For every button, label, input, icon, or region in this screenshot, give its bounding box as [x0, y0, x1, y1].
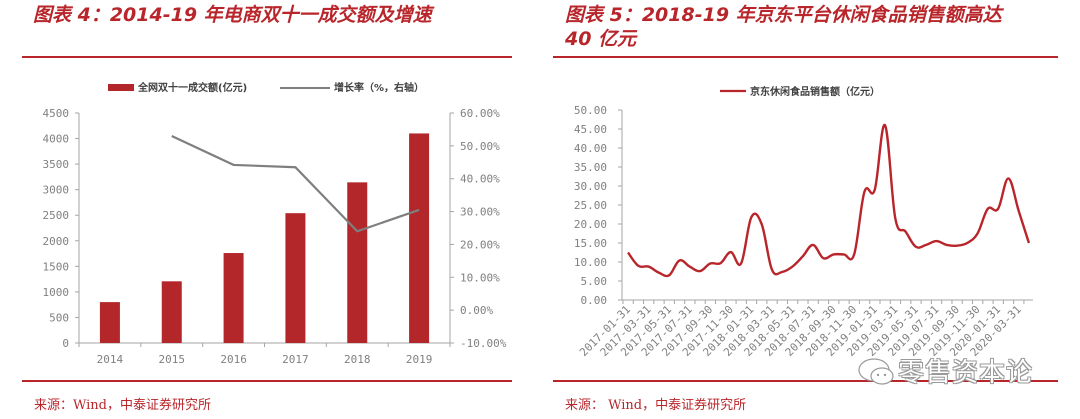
x-tick-label: 2014: [97, 353, 124, 366]
left-chart: 全网双十一成交额(亿元) 增长率（%，右轴） 0 500 1000 1500 2000 250…: [43, 81, 507, 366]
bar-2016: [223, 253, 244, 343]
right-chart-y-tick-label: 10.00: [574, 256, 607, 269]
right-y-tick-label: -10.00%: [460, 337, 507, 350]
watermark-text: 零售资本论: [898, 358, 1034, 388]
right-y-tick-label: 40.00%: [460, 173, 500, 186]
bar-2019: [409, 133, 430, 343]
left-y-tick-label: 4500: [43, 107, 70, 120]
legend-label-bar: 全网双十一成交额(亿元): [137, 81, 247, 94]
right-y-tick-label: 50.00%: [460, 140, 500, 153]
right-chart-y-tick-label: 5.00: [581, 275, 608, 288]
legend-label-line: 京东休闲食品销售额（亿元）: [750, 85, 880, 98]
bar-2017: [285, 213, 306, 343]
right-chart-y-tick-label: 25.00: [574, 199, 607, 212]
left-y-tick-label: 0: [62, 337, 69, 350]
bar-2015: [161, 281, 182, 343]
bar-2014: [99, 302, 120, 343]
left-legend: 全网双十一成交额(亿元) 增长率（%，右轴）: [108, 81, 424, 94]
left-title-divider: [22, 56, 512, 58]
x-tick-label: 2015: [159, 353, 186, 366]
right-legend: 京东休闲食品销售额（亿元）: [720, 85, 880, 98]
right-chart-title-line1: 图表 5：2018-19 年京东平台休闲食品销售额高达: [565, 4, 1002, 26]
right-source-note: 来源： Wind，中泰证券研究所: [565, 398, 747, 413]
x-tick-label: 2019: [406, 353, 433, 366]
right-chart-y-tick-label: 0.00: [581, 294, 608, 307]
left-source-note: 来源：Wind，中泰证券研究所: [34, 398, 211, 413]
right-chart-y-tick-label: 15.00: [574, 237, 607, 250]
x-tick-label: 2017: [282, 353, 309, 366]
right-chart-y-tick-label: 50.00: [574, 104, 607, 117]
right-y-tick-label: 30.00%: [460, 206, 500, 219]
wechat-icon: [858, 358, 894, 385]
right-chart-y-tick-label: 35.00: [574, 161, 607, 174]
right-chart-y-tick-label: 45.00: [574, 123, 607, 136]
right-y-tick-label: 0.00%: [460, 304, 493, 317]
left-y-tick-label: 1000: [43, 286, 70, 299]
right-y-tick-label: 10.00%: [460, 271, 500, 284]
right-source-divider: [553, 380, 1058, 382]
right-title-divider: [553, 56, 1058, 58]
legend-swatch-bar: [108, 84, 134, 91]
x-tick-label: 2016: [220, 353, 247, 366]
right-chart-y-tick-label: 20.00: [574, 218, 607, 231]
right-y-tick-label: 60.00%: [460, 107, 500, 120]
right-chart-y-tick-label: 40.00: [574, 142, 607, 155]
right-chart-y-tick-label: 30.00: [574, 180, 607, 193]
left-source-divider: [22, 380, 512, 382]
left-y-tick-label: 4000: [43, 133, 70, 146]
left-y-tick-label: 2000: [43, 235, 70, 248]
left-chart-title: 图表 4：2014-19 年电商双十一成交额及增速: [33, 4, 432, 26]
left-y-tick-label: 3500: [43, 158, 70, 171]
left-y-tick-label: 500: [49, 311, 69, 324]
x-tick-label: 2018: [344, 353, 371, 366]
left-y-tick-label: 2500: [43, 209, 70, 222]
legend-label-line: 增长率（%，右轴）: [334, 81, 424, 94]
left-y-tick-label: 3000: [43, 184, 70, 197]
jd-snack-sales-line: [627, 123, 1031, 278]
growth-rate-line: [171, 135, 420, 233]
bar-2018: [347, 182, 368, 343]
right-y-tick-label: 20.00%: [460, 238, 500, 251]
right-chart-title-line2: 40 亿元: [565, 28, 637, 50]
right-chart: 京东休闲食品销售额（亿元） 0.00 5.00 10.00 15.00 20.00 25.0…: [574, 85, 1033, 359]
left-y-tick-label: 1500: [43, 260, 70, 273]
